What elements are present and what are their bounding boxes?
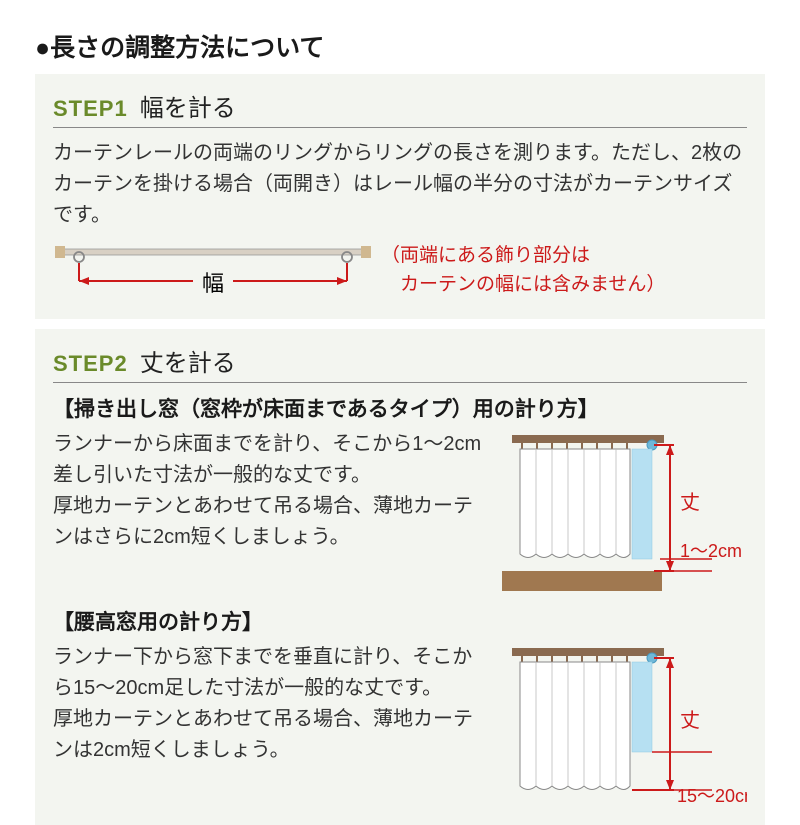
step1-section: STEP1 幅を計る カーテンレールの両端のリングからリングの長さを測ります。た… bbox=[35, 74, 765, 319]
step1-title: 幅を計る bbox=[140, 88, 236, 123]
step1-note-line1: （両端にある飾り部分は bbox=[381, 241, 665, 270]
step2-sub2-heading: 【腰高窓用の計り方】 bbox=[53, 606, 747, 636]
step1-note-line2: カーテンの幅には含みません） bbox=[381, 270, 665, 299]
width-diagram: 幅 bbox=[53, 241, 373, 301]
step1-header: STEP1 幅を計る bbox=[53, 88, 747, 128]
waist-window-diagram: 丈 15〜20cm bbox=[502, 642, 747, 807]
step2-title: 丈を計る bbox=[140, 343, 236, 378]
sub2-dim-label: 丈 bbox=[680, 709, 700, 732]
step2-sub2-body: ランナー下から窓下までを垂直に計り、そこから15〜20cm足した寸法が一般的な丈… bbox=[53, 642, 492, 766]
sub2-gap-label: 15〜20cm bbox=[677, 786, 747, 806]
step1-note: （両端にある飾り部分は カーテンの幅には含みません） bbox=[373, 241, 665, 300]
page-title: ●長さの調整方法について bbox=[35, 28, 765, 64]
step1-label: STEP1 bbox=[53, 96, 128, 122]
sub1-gap-label: 1〜2cm bbox=[680, 541, 742, 561]
width-label: 幅 bbox=[202, 271, 224, 296]
step2-sub1-heading: 【掃き出し窓（窓枠が床面まであるタイプ）用の計り方】 bbox=[53, 393, 747, 423]
step2-sub1-body: ランナーから床面までを計り、そこから1〜2cm差し引いた寸法が一般的な丈です。 … bbox=[53, 429, 492, 553]
sub1-dim-label: 丈 bbox=[680, 491, 700, 514]
step2-header: STEP2 丈を計る bbox=[53, 343, 747, 383]
step2-label: STEP2 bbox=[53, 351, 128, 377]
step2-section: STEP2 丈を計る 【掃き出し窓（窓枠が床面まであるタイプ）用の計り方】 ラン… bbox=[35, 329, 765, 825]
floor-window-diagram: 丈 1〜2cm bbox=[502, 429, 747, 594]
step1-body: カーテンレールの両端のリングからリングの長さを測ります。ただし、2枚のカーテンを… bbox=[53, 138, 747, 231]
